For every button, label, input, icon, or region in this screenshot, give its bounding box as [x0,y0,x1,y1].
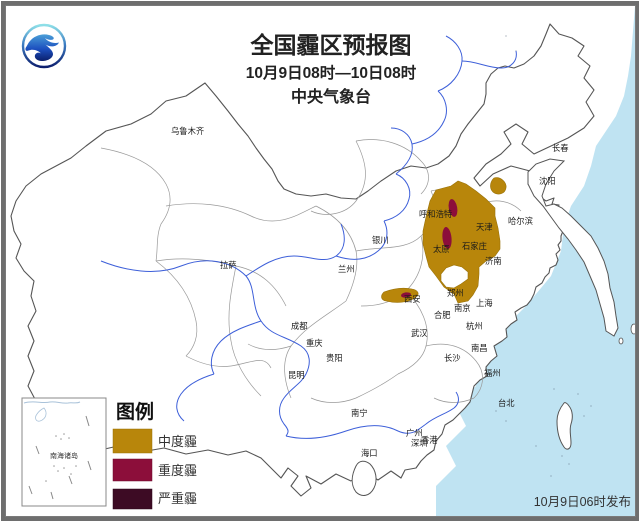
svg-text:南昌: 南昌 [471,343,488,353]
svg-text:长春: 长春 [552,143,569,153]
svg-text:贵阳: 贵阳 [326,353,343,363]
svg-text:太原: 太原 [433,244,450,254]
svg-text:台北: 台北 [498,398,515,408]
svg-text:南宁: 南宁 [351,408,368,418]
svg-text:济南: 济南 [485,256,502,266]
svg-text:南京: 南京 [454,303,471,313]
svg-text:香港: 香港 [421,435,438,445]
svg-text:兰州: 兰州 [338,264,355,274]
svg-text:西安: 西安 [404,294,421,304]
svg-text:图例: 图例 [116,400,154,423]
svg-text:中度霾: 中度霾 [158,434,197,449]
svg-text:中央气象台: 中央气象台 [291,87,371,106]
svg-text:上海: 上海 [476,298,493,308]
svg-text:沈阳: 沈阳 [539,176,556,186]
svg-text:严重霾: 严重霾 [158,491,197,506]
svg-text:合肥: 合肥 [434,310,451,320]
svg-text:拉萨: 拉萨 [220,260,237,270]
svg-text:银川: 银川 [372,235,389,245]
svg-text:石家庄: 石家庄 [462,241,487,251]
svg-text:重庆: 重庆 [306,338,323,348]
svg-text:郑州: 郑州 [447,288,464,298]
svg-text:乌鲁木齐: 乌鲁木齐 [171,126,204,136]
svg-text:海口: 海口 [361,448,378,458]
svg-text:哈尔滨: 哈尔滨 [508,216,533,226]
svg-text:杭州: 杭州 [466,321,483,331]
svg-text:天津: 天津 [476,222,493,232]
svg-text:福州: 福州 [484,368,501,378]
svg-text:南海诸岛: 南海诸岛 [50,451,78,460]
svg-text:长沙: 长沙 [444,353,461,363]
svg-text:10月9日06时发布: 10月9日06时发布 [534,494,631,509]
svg-text:成都: 成都 [291,321,308,331]
svg-text:昆明: 昆明 [288,370,305,380]
svg-text:全国霾区预报图: 全国霾区预报图 [250,32,412,58]
svg-text:10月9日08时—10日08时: 10月9日08时—10日08时 [246,64,417,82]
svg-text:呼和浩特: 呼和浩特 [419,209,452,219]
svg-text:重度霾: 重度霾 [158,463,197,478]
svg-text:武汉: 武汉 [411,328,428,338]
